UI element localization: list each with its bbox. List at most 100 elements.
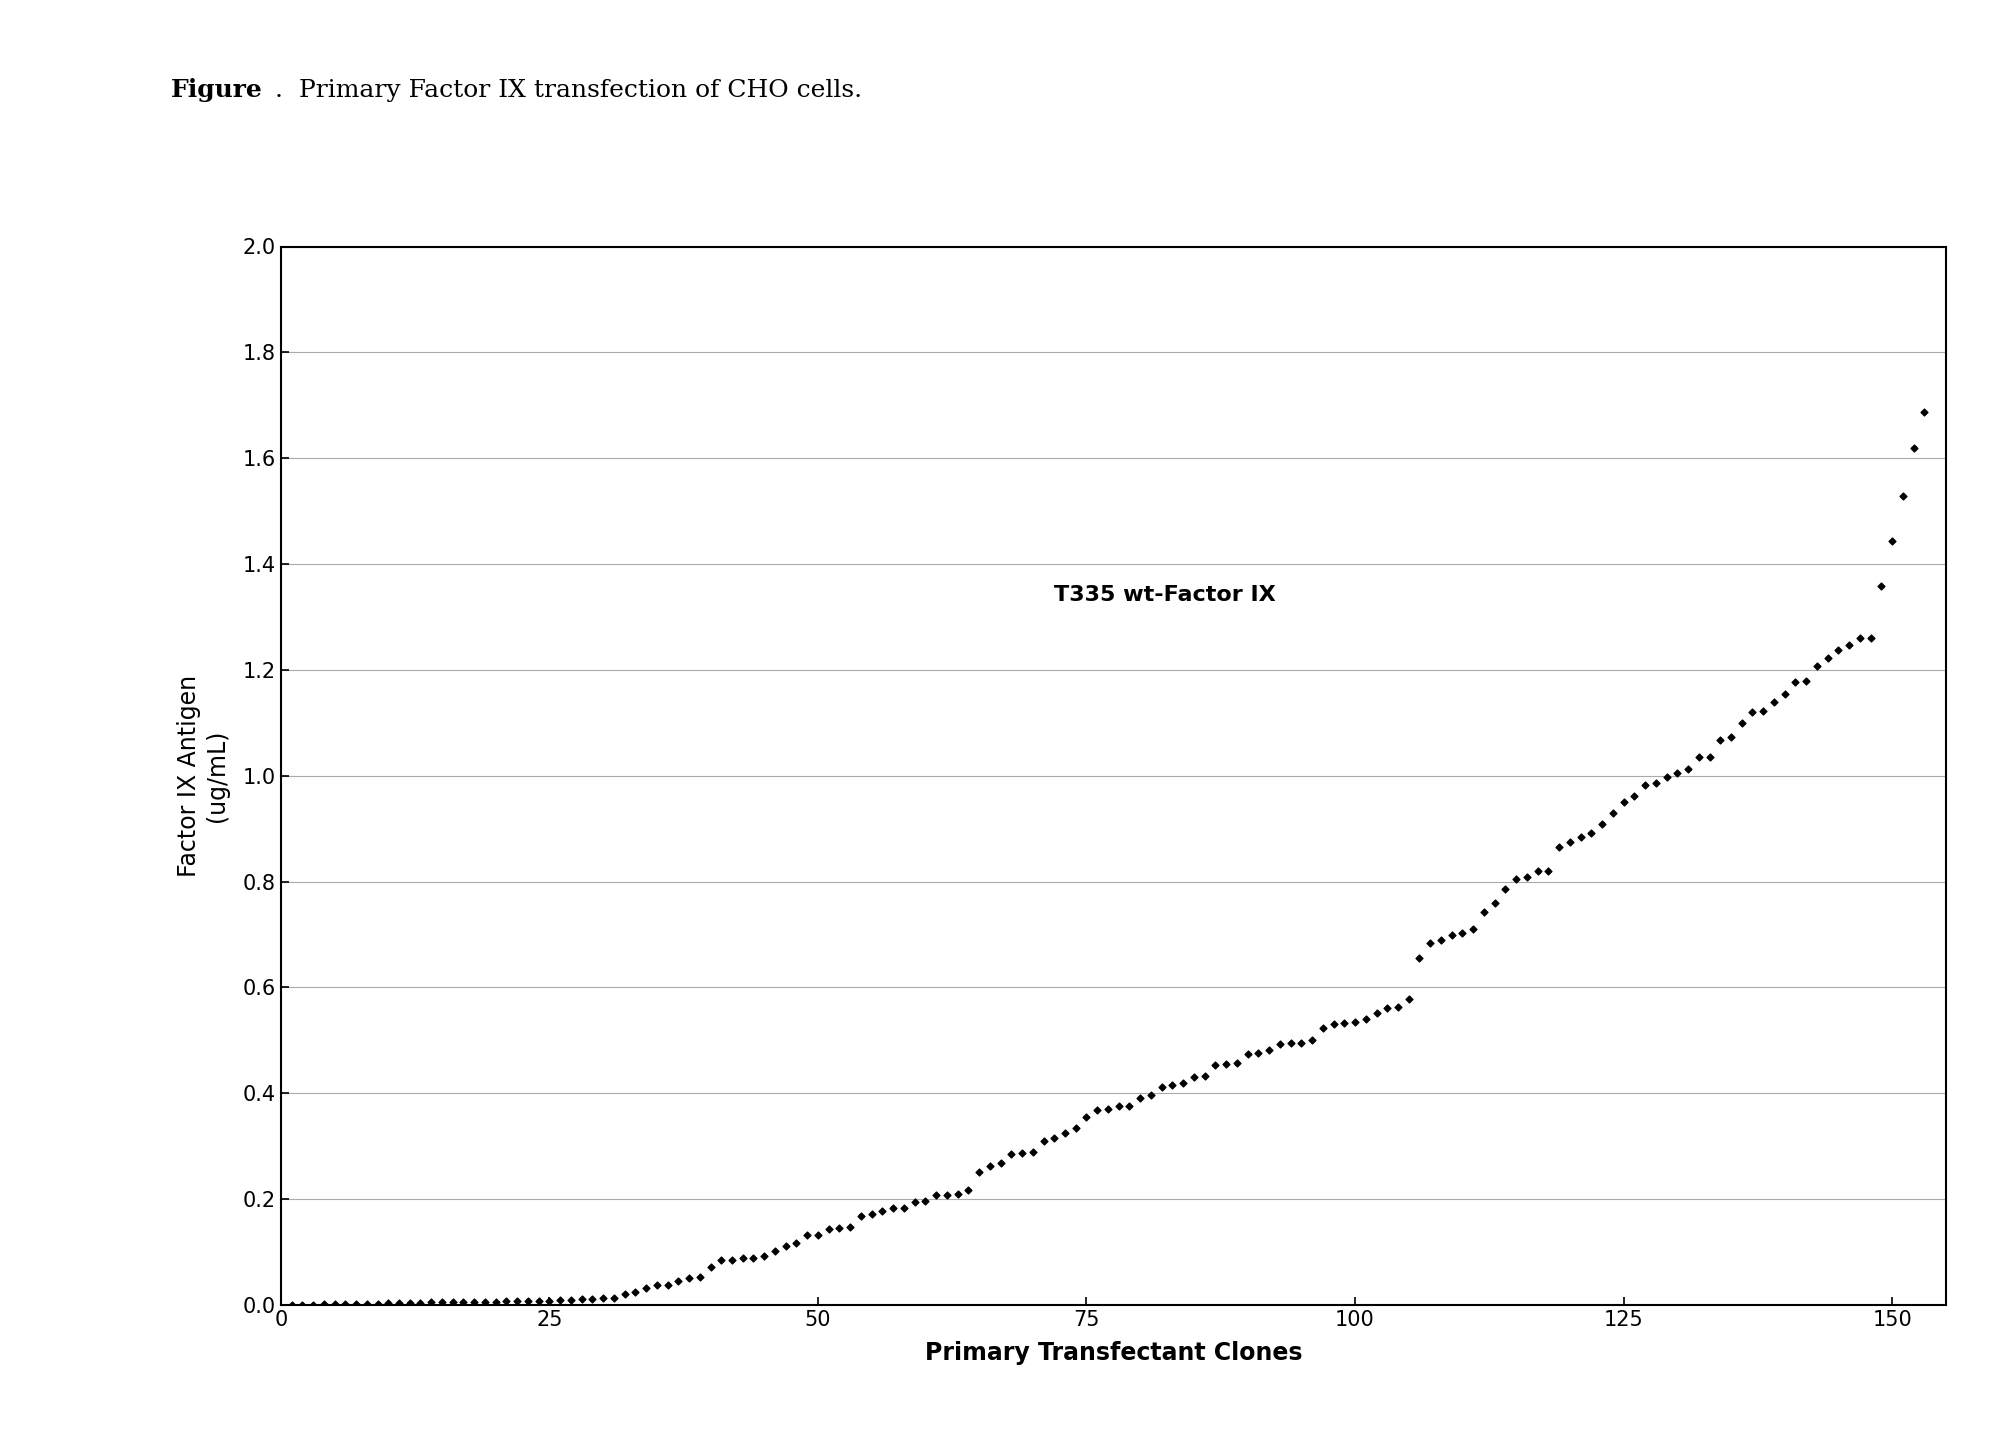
Point [1436, 924, 1468, 947]
Point [437, 1290, 469, 1314]
Point [834, 1215, 866, 1238]
Point [361, 1292, 393, 1315]
Point [1167, 1072, 1199, 1095]
Point [1199, 1053, 1231, 1076]
Point [1113, 1095, 1145, 1118]
Point [457, 1290, 489, 1314]
Point [1670, 757, 1702, 780]
Point [1327, 1011, 1359, 1034]
Point [1241, 1041, 1273, 1064]
Point [1005, 1141, 1037, 1164]
Point [1704, 728, 1736, 751]
Point [1305, 1016, 1337, 1040]
Point [1542, 835, 1574, 858]
Point [1510, 866, 1542, 889]
Point [565, 1288, 597, 1311]
Point [1189, 1064, 1221, 1088]
Point [1586, 812, 1618, 835]
Point [425, 1290, 457, 1314]
Point [856, 1202, 888, 1225]
Point [802, 1224, 834, 1247]
Point [620, 1280, 652, 1304]
Point [1746, 699, 1778, 722]
Text: T335 wt-Factor IX: T335 wt-Factor IX [1055, 586, 1275, 605]
Y-axis label: Factor IX Antigen
(ug/mL): Factor IX Antigen (ug/mL) [176, 674, 229, 877]
Point [373, 1292, 405, 1315]
Point [287, 1293, 319, 1317]
Point [1263, 1032, 1295, 1056]
Point [908, 1189, 940, 1212]
Point [1596, 800, 1628, 824]
Point [1628, 774, 1660, 798]
Point [994, 1143, 1027, 1166]
Point [1638, 771, 1670, 795]
Point [1081, 1099, 1113, 1122]
Point [1071, 1105, 1103, 1128]
Point [1039, 1127, 1071, 1150]
Point [1843, 626, 1875, 650]
Point [694, 1256, 726, 1279]
Point [511, 1289, 543, 1312]
Point [1865, 574, 1897, 597]
Point [898, 1190, 930, 1214]
Point [940, 1182, 972, 1205]
Point [1349, 1008, 1381, 1031]
Point [1692, 745, 1724, 769]
Point [1522, 860, 1554, 883]
Point [533, 1289, 565, 1312]
Point [738, 1247, 770, 1270]
Point [1788, 670, 1821, 693]
Point [876, 1196, 908, 1219]
Point [1381, 996, 1414, 1019]
Point [1285, 1031, 1317, 1054]
Point [972, 1154, 1005, 1177]
X-axis label: Primary Transfectant Clones: Primary Transfectant Clones [924, 1341, 1301, 1364]
Point [844, 1205, 876, 1228]
Point [1855, 626, 1887, 650]
Point [1650, 766, 1682, 789]
Point [1371, 996, 1403, 1019]
Point [405, 1290, 437, 1314]
Point [758, 1240, 790, 1263]
Point [1059, 1116, 1091, 1140]
Point [672, 1267, 704, 1290]
Point [1209, 1053, 1241, 1076]
Point [1446, 922, 1478, 945]
Point [952, 1179, 984, 1202]
Point [1821, 638, 1853, 661]
Point [630, 1276, 662, 1299]
Point [1478, 892, 1510, 915]
Point [319, 1293, 351, 1317]
Point [339, 1292, 371, 1315]
Point [930, 1183, 962, 1206]
Point [575, 1288, 608, 1311]
Point [706, 1248, 738, 1272]
Point [1091, 1098, 1123, 1121]
Point [640, 1273, 672, 1296]
Point [1500, 867, 1532, 890]
Point [1177, 1066, 1209, 1089]
Point [415, 1290, 447, 1314]
Point [1488, 877, 1520, 900]
Point [1833, 634, 1865, 657]
Point [1660, 761, 1692, 784]
Point [770, 1234, 802, 1257]
Point [1155, 1073, 1187, 1096]
Point [1337, 1011, 1369, 1034]
Point [1724, 710, 1756, 734]
Point [1875, 529, 1907, 552]
Point [1103, 1095, 1135, 1118]
Point [780, 1231, 812, 1254]
Point [920, 1183, 952, 1206]
Point [822, 1217, 854, 1240]
Point [684, 1266, 716, 1289]
Point [1317, 1012, 1349, 1035]
Point [1017, 1141, 1049, 1164]
Point [523, 1289, 555, 1312]
Point [275, 1293, 307, 1317]
Point [1145, 1076, 1177, 1099]
Point [748, 1244, 780, 1267]
Point [1606, 790, 1638, 813]
Point [393, 1292, 425, 1315]
Point [307, 1293, 339, 1317]
